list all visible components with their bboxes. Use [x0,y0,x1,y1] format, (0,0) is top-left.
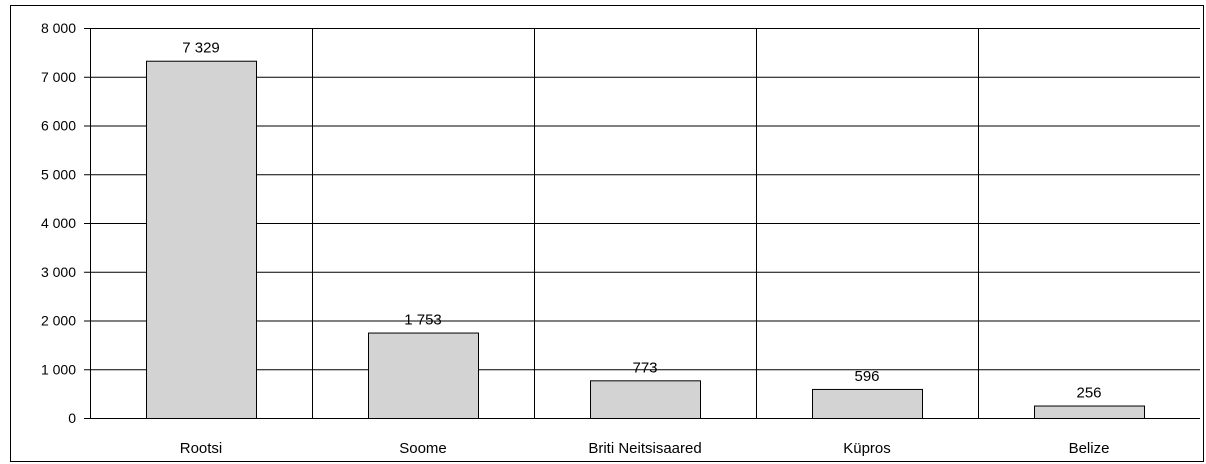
y-tick-label: 3 000 [41,264,76,280]
x-tick-label: Belize [1069,440,1110,457]
x-tick-label: Küpros [843,440,891,457]
y-tick-label: 4 000 [41,215,76,231]
y-tick-label: 0 [68,410,76,426]
bar [368,332,479,420]
bar-value-label: 7 329 [182,40,220,57]
y-tick-label: 5 000 [41,166,76,182]
chart-frame [10,5,1204,462]
bar-value-label: 1 753 [404,312,442,329]
x-tick-label: Rootsi [180,440,223,457]
x-tick-label: Soome [399,440,447,457]
x-tick-label: Briti Neitsisaared [588,440,701,457]
y-tick-label: 2 000 [41,313,76,329]
bar-value-label: 596 [854,368,879,385]
bar [1034,405,1145,419]
bar-layer [146,60,1145,420]
bar [812,388,923,420]
bar [146,60,257,420]
bar-value-label: 256 [1076,385,1101,402]
bar-value-label: 773 [632,359,657,376]
y-tick-label: 7 000 [41,69,76,85]
y-tick-label: 6 000 [41,118,76,134]
bar [590,380,701,420]
y-tick-label: 8 000 [41,20,76,36]
grid-layer [90,28,1200,418]
y-tick-label: 1 000 [41,361,76,377]
label-layer: 0 1 000 2 000 3 000 4 000 5 000 6 000 7 000 8 00… [41,20,1109,457]
axis-layer [84,28,1200,419]
